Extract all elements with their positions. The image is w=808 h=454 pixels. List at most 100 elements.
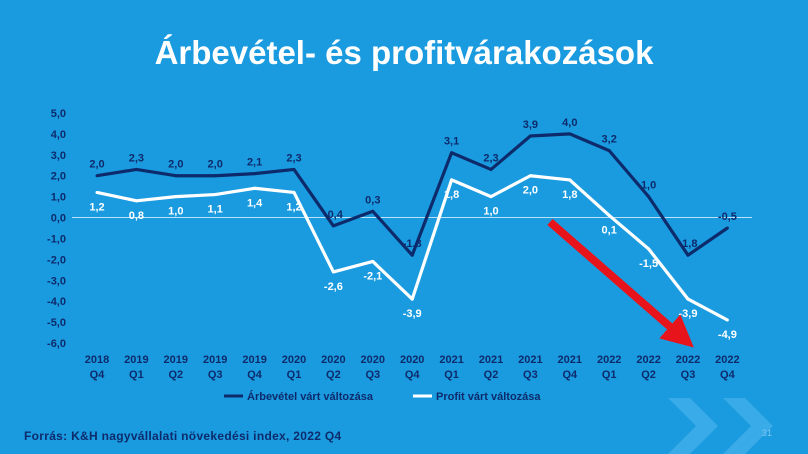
x-tick-year: 2021 <box>518 354 542 366</box>
x-tick-year: 2020 <box>282 354 306 366</box>
x-tick-year: 2020 <box>361 354 385 366</box>
data-point-revenue <box>686 253 690 257</box>
data-point-profit <box>371 259 375 263</box>
x-tick-quarter: Q4 <box>562 369 578 381</box>
data-label-profit: 1,2 <box>286 201 301 213</box>
x-tick-quarter: Q4 <box>720 369 736 381</box>
legend-label-revenue: Árbevétel várt változása <box>247 390 374 403</box>
data-label-profit: 1,0 <box>483 206 498 218</box>
data-label-revenue: 3,9 <box>523 119 538 131</box>
x-tick-quarter: Q3 <box>365 369 380 381</box>
x-tick-year: 2019 <box>124 354 148 366</box>
data-point-revenue <box>134 167 138 171</box>
legend-label-profit: Profit várt változása <box>436 391 541 403</box>
data-label-profit: -1,5 <box>639 258 658 270</box>
x-tick-year: 2022 <box>636 354 660 366</box>
data-label-revenue: 2,0 <box>89 159 104 171</box>
data-point-revenue <box>568 132 572 136</box>
page-number: 31 <box>762 428 773 438</box>
x-tick-quarter: Q1 <box>444 369 459 381</box>
data-label-revenue: 2,3 <box>129 152 144 164</box>
slide-title: Árbevétel- és profitvárakozások <box>154 34 654 71</box>
x-tick-quarter: Q3 <box>208 369 223 381</box>
y-tick-label: 2,0 <box>51 171 66 183</box>
data-label-profit: -3,9 <box>679 308 698 320</box>
y-tick-label: -5,0 <box>47 317 66 329</box>
data-label-revenue: 2,1 <box>247 157 262 169</box>
data-label-revenue: 3,1 <box>444 136 459 148</box>
x-tick-quarter: Q3 <box>523 369 538 381</box>
data-label-profit: -2,1 <box>363 270 382 282</box>
y-tick-label: 4,0 <box>51 129 66 141</box>
data-label-revenue: 2,0 <box>168 159 183 171</box>
y-tick-label: 5,0 <box>51 108 66 120</box>
x-tick-year: 2020 <box>321 354 345 366</box>
data-point-profit <box>450 178 454 182</box>
data-point-revenue <box>450 151 454 155</box>
data-label-revenue: 1,0 <box>641 180 656 192</box>
x-tick-year: 2019 <box>242 354 266 366</box>
x-tick-year: 2019 <box>203 354 227 366</box>
data-point-revenue <box>213 174 217 178</box>
x-tick-year: 2021 <box>439 354 463 366</box>
data-label-profit: 1,0 <box>168 206 183 218</box>
data-label-profit: 2,0 <box>523 185 538 197</box>
data-label-revenue: 2,3 <box>483 152 498 164</box>
x-tick-quarter: Q1 <box>287 369 302 381</box>
data-label-profit: 1,2 <box>89 201 104 213</box>
data-point-revenue <box>95 174 99 178</box>
x-tick-quarter: Q4 <box>90 369 106 381</box>
data-label-profit: 1,1 <box>208 204 223 216</box>
data-point-profit <box>253 186 257 190</box>
data-point-revenue <box>489 167 493 171</box>
data-label-profit: 1,8 <box>562 189 577 201</box>
data-label-revenue: -0,4 <box>324 209 344 221</box>
data-point-profit <box>410 297 414 301</box>
data-label-revenue: 2,3 <box>286 152 301 164</box>
x-tick-year: 2022 <box>676 354 700 366</box>
y-tick-label: 1,0 <box>51 192 66 204</box>
y-tick-label: -2,0 <box>47 254 66 266</box>
data-label-profit: 1,4 <box>247 197 263 209</box>
data-point-profit <box>489 195 493 199</box>
x-tick-quarter: Q2 <box>641 369 656 381</box>
y-tick-label: 3,0 <box>51 150 66 162</box>
y-tick-label: 0,0 <box>51 213 66 225</box>
data-label-revenue: 4,0 <box>562 117 577 129</box>
x-tick-quarter: Q2 <box>484 369 499 381</box>
data-point-revenue <box>174 174 178 178</box>
data-point-profit <box>95 190 99 194</box>
data-point-revenue <box>331 224 335 228</box>
x-tick-year: 2019 <box>164 354 188 366</box>
y-axis: 5,0 4,0 3,0 2,0 1,0 0,0 -1,0 -2,0 -3,0 -4,0 -5,0 -6… <box>47 108 66 350</box>
data-point-profit <box>213 193 217 197</box>
data-labels: 2,0 2,3 2,0 2,0 2,1 2,3 -0,4 0,3 -1,8 3,1 2,3 3,9 4,… <box>89 117 737 341</box>
data-point-revenue <box>607 149 611 153</box>
data-label-revenue: -1,8 <box>403 238 422 250</box>
data-point-profit <box>292 190 296 194</box>
data-label-profit: -4,9 <box>718 329 737 341</box>
data-point-revenue <box>292 167 296 171</box>
data-point-profit <box>174 195 178 199</box>
data-label-profit: -3,9 <box>403 308 422 320</box>
x-tick-quarter: Q2 <box>168 369 183 381</box>
data-point-profit <box>134 199 138 203</box>
x-tick-quarter: Q1 <box>129 369 144 381</box>
data-label-profit: 0,1 <box>602 224 617 236</box>
data-point-revenue <box>647 195 651 199</box>
x-tick-year: 2021 <box>479 354 503 366</box>
x-tick-year: 2021 <box>558 354 582 366</box>
x-tick-quarter: Q4 <box>405 369 421 381</box>
data-point-revenue <box>410 253 414 257</box>
data-point-profit <box>686 297 690 301</box>
x-tick-quarter: Q3 <box>681 369 696 381</box>
data-label-profit: 0,8 <box>129 210 144 222</box>
legend: Árbevétel várt változása Profit várt vált… <box>224 390 541 403</box>
y-tick-label: -1,0 <box>47 233 66 245</box>
data-point-revenue <box>725 226 729 230</box>
data-point-revenue <box>253 172 257 176</box>
x-tick-year: 2022 <box>715 354 739 366</box>
x-tick-quarter: Q1 <box>602 369 617 381</box>
